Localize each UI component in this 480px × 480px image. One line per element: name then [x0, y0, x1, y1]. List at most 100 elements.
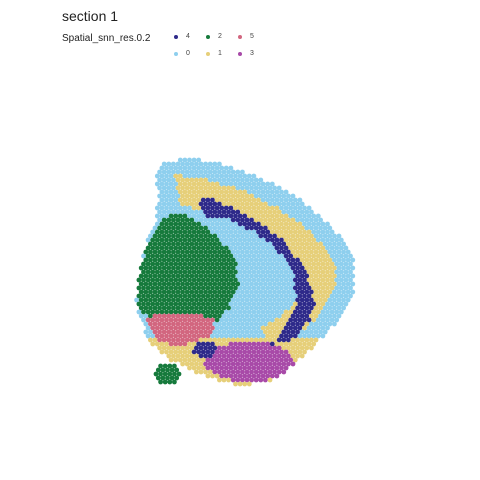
spot-cluster-5 [180, 313, 186, 319]
spot-cluster-0 [256, 189, 261, 195]
spot-cluster-0 [242, 309, 248, 315]
spot-cluster-2 [226, 273, 232, 279]
spot-cluster-0 [258, 313, 264, 319]
spot-cluster-5 [161, 321, 167, 327]
spot-cluster-0 [343, 245, 349, 251]
spot-cluster-0 [237, 325, 243, 331]
spot-cluster-0 [251, 317, 257, 323]
spot-cluster-0 [267, 297, 273, 303]
spot-cluster-0 [198, 169, 204, 175]
spot-cluster-4 [200, 341, 206, 347]
spot-cluster-2 [143, 249, 149, 255]
spot-cluster-0 [258, 297, 264, 303]
spot-cluster-2 [145, 245, 151, 251]
spot-cluster-2 [189, 305, 195, 311]
spot-cluster-1 [233, 189, 238, 195]
spot-cluster-2 [200, 245, 206, 251]
spot-cluster-2 [189, 265, 195, 271]
spot-cluster-2 [207, 233, 213, 239]
spot-cluster-1 [295, 249, 300, 255]
spot-cluster-1 [233, 381, 238, 387]
spot-cluster-0 [267, 193, 273, 199]
spot-cluster-3 [237, 349, 243, 355]
spot-cluster-2 [214, 237, 220, 243]
spot-cluster-0 [302, 205, 307, 211]
spot-cluster-4 [210, 205, 215, 211]
spot-cluster-0 [141, 317, 146, 323]
spot-cluster-2 [154, 269, 160, 275]
spot-cluster-0 [161, 185, 167, 191]
legend-swatch-4 [174, 35, 178, 39]
spot-cluster-2 [191, 229, 197, 235]
spot-cluster-0 [237, 277, 243, 283]
spot-cluster-2 [180, 233, 186, 239]
spot-cluster-2 [191, 221, 197, 227]
spot-cluster-1 [292, 245, 298, 251]
spot-cluster-0 [164, 173, 169, 179]
spot-cluster-0 [200, 213, 206, 219]
spot-cluster-0 [313, 225, 319, 231]
spot-cluster-3 [219, 365, 225, 371]
spot-cluster-0 [286, 193, 291, 199]
spot-cluster-0 [274, 189, 280, 195]
spot-cluster-0 [267, 265, 273, 271]
spot-cluster-0 [184, 161, 190, 167]
spot-cluster-1 [322, 281, 328, 287]
spot-cluster-0 [182, 165, 188, 171]
spot-cluster-0 [219, 165, 225, 171]
spot-cluster-5 [175, 337, 181, 343]
spot-cluster-0 [235, 233, 241, 239]
spot-cluster-1 [242, 381, 248, 387]
spot-cluster-0 [329, 229, 335, 235]
spot-cluster-4 [299, 265, 305, 271]
spot-cluster-0 [279, 189, 284, 195]
spot-cluster-0 [159, 181, 165, 187]
spot-cluster-0 [265, 253, 271, 259]
spot-cluster-1 [327, 289, 333, 295]
spot-cluster-2 [200, 269, 206, 275]
spot-cluster-2 [143, 305, 149, 311]
spot-cluster-0 [198, 161, 204, 167]
spot-cluster-1 [272, 217, 277, 223]
spot-cluster-2 [143, 289, 149, 295]
spot-cluster-0 [166, 177, 172, 183]
spot-cluster-0 [267, 257, 273, 263]
spot-cluster-1 [267, 321, 273, 327]
spot-cluster-2 [175, 241, 181, 247]
spot-cluster-3 [228, 357, 234, 363]
spot-cluster-0 [336, 313, 342, 319]
spot-cluster-4 [260, 229, 266, 235]
spot-cluster-2 [212, 233, 218, 239]
spot-cluster-0 [260, 189, 266, 195]
spot-cluster-3 [223, 349, 229, 355]
spot-cluster-5 [198, 329, 204, 335]
spot-cluster-1 [320, 269, 326, 275]
spot-cluster-2 [184, 233, 190, 239]
spot-cluster-1 [274, 325, 280, 331]
spot-cluster-2 [221, 265, 227, 271]
spot-cluster-0 [334, 293, 340, 299]
spot-cluster-1 [302, 253, 307, 259]
spot-cluster-2 [157, 289, 163, 295]
spot-cluster-0 [279, 205, 284, 211]
spot-cluster-4 [205, 213, 211, 219]
spot-cluster-0 [267, 289, 273, 295]
spot-cluster-3 [272, 345, 277, 351]
spot-cluster-0 [299, 329, 305, 335]
spot-cluster-0 [251, 229, 257, 235]
spot-cluster-0 [157, 169, 163, 175]
spot-cluster-1 [306, 261, 312, 267]
spot-cluster-2 [214, 253, 220, 259]
spot-cluster-2 [177, 293, 183, 299]
spot-cluster-1 [269, 325, 275, 331]
spot-cluster-1 [276, 233, 282, 239]
spot-cluster-0 [223, 317, 229, 323]
spot-cluster-1 [233, 197, 238, 203]
spot-cluster-0 [258, 273, 264, 279]
spot-cluster-1 [237, 381, 243, 387]
spot-cluster-4 [309, 305, 314, 311]
spot-cluster-1 [246, 381, 252, 387]
spot-cluster-0 [253, 313, 259, 319]
spot-cluster-0 [249, 281, 255, 287]
spot-cluster-3 [253, 369, 259, 375]
